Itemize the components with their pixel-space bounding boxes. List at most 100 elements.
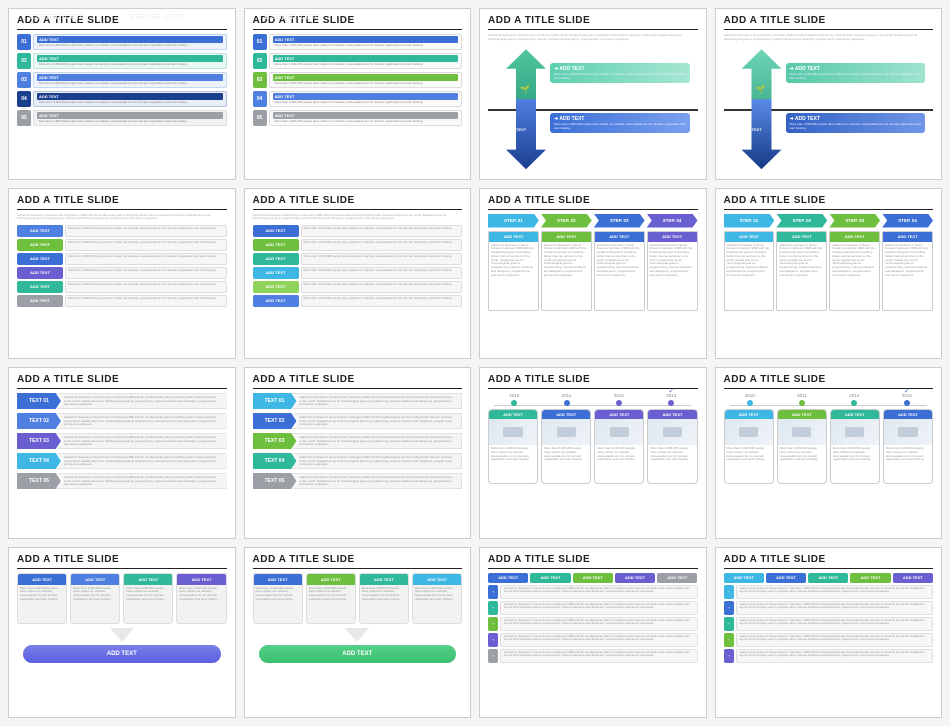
step-chevron: STEP. 04 [882, 214, 933, 228]
step-chevron: STEP. 01 [488, 214, 539, 228]
chevron-tag: TEXT 05 [253, 473, 297, 489]
callout-bottom: ➜ ADD TEXT More than 3,000,000 people ha… [786, 113, 926, 133]
card-body: More than 3,000,000 people have visited … [884, 445, 932, 483]
year-marker: 2010 [745, 393, 755, 406]
side-tab: T [488, 633, 498, 647]
step-chevron: STEP. 01 [724, 214, 775, 228]
top-card: ADD TEXT More than 3,000,000 people have… [70, 573, 120, 624]
row-text: More than 3,000,000 people have visited … [301, 225, 463, 237]
chevron-tag: TEXT 02 [17, 413, 61, 429]
chevron-row: TEXT 04 started its business in Seoul Ko… [17, 453, 227, 469]
table-row: ADD TEXT More than 3,000,000 people have… [253, 239, 463, 251]
card-photo [884, 419, 932, 445]
row-header: ADD TEXT [37, 93, 223, 100]
timeline-cards: ADD TEXT More than 3,000,000 people have… [724, 409, 934, 484]
header-cell: ADD TEXT [573, 573, 613, 583]
row-label: ADD TEXT [253, 225, 299, 237]
chevron-body: started its business in Seoul Korea in F… [57, 393, 227, 409]
chevron-row: TEXT 02 started its business in Seoul Ko… [17, 413, 227, 429]
row-label: ADD TEXT [253, 267, 299, 279]
card-header: ADD TEXT [360, 574, 408, 585]
slide-title: ADD A TITLE SLIDE [488, 15, 698, 30]
slide-title: ADD A TITLE SLIDE [488, 554, 698, 569]
row-bar: ADD TEXT More than 3,000,000 people have… [33, 53, 227, 69]
table-row: ADD TEXT More than 3,000,000 people have… [17, 253, 227, 265]
column-body: started its business in Seoul Korea in F… [777, 242, 826, 310]
row-label: ADD TEXT [253, 253, 299, 265]
chevron-tag: TEXT 03 [253, 433, 297, 449]
side-row: T started its business in Seoul Korea in… [724, 633, 934, 647]
row-text: More than 3,000,000 people have visited … [37, 81, 223, 87]
card-header: ADD TEXT [413, 574, 461, 585]
card-body: More than 3,000,000 people have visited … [648, 445, 696, 483]
result-pill: ADD TEXT [23, 645, 221, 663]
row-number: 02 [17, 53, 31, 69]
subtitle: started its business in Seoul Korea in F… [488, 34, 698, 41]
row-label: ADD TEXT [17, 281, 63, 293]
row-header: ADD TEXT [273, 55, 459, 62]
timeline-card: ADD TEXT More than 3,000,000 people have… [724, 409, 774, 484]
column-body: started its business in Seoul Korea in F… [595, 242, 644, 310]
row-number: 05 [17, 110, 31, 126]
chevron-row: TEXT 05 started its business in Seoul Ko… [253, 473, 463, 489]
year-dot [747, 400, 753, 406]
chevron-row: TEXT 05 started its business in Seoul Ko… [17, 473, 227, 489]
slide-1-3: ADD A TITLE SLIDE started its business i… [479, 8, 707, 180]
table-row: ADD TEXT More than 3,000,000 people have… [17, 225, 227, 237]
table-row: ADD TEXT More than 3,000,000 people have… [17, 267, 227, 279]
row-text: More than 3,000,000 people have visited … [301, 239, 463, 251]
slide-title: ADD A TITLE SLIDE [488, 374, 698, 389]
chevron-tag: TEXT 03 [17, 433, 61, 449]
timeline-card: ADD TEXT More than 3,000,000 people have… [594, 409, 644, 484]
card-header: ADD TEXT [884, 410, 932, 419]
table-row: ADD TEXT More than 3,000,000 people have… [253, 267, 463, 279]
card-header: ADD TEXT [489, 410, 537, 419]
subtitle: started its business in Seoul Korea in F… [724, 34, 934, 41]
side-tab: T [488, 617, 498, 631]
step-chevron: STEP. 04 [647, 214, 698, 228]
row-text: More than 3,000,000 people have visited … [37, 62, 223, 68]
row-text: More than 3,000,000 people have visited … [273, 43, 459, 49]
top-cards: ADD TEXT More than 3,000,000 people have… [253, 573, 463, 624]
row-header: ADD TEXT [37, 74, 223, 81]
chevron-body: started its business in Seoul Korea in F… [293, 393, 463, 409]
header-cell: ADD TEXT [657, 573, 697, 583]
card-header: ADD TEXT [831, 410, 879, 419]
side-tab: T [488, 649, 498, 663]
row-text: More than 3,000,000 people have visited … [273, 81, 459, 87]
side-body: started its business in Seoul Korea in F… [500, 585, 698, 599]
opposing-arrows: TEXT 🌱 ➜ ADD TEXT More than 3,000,000 pe… [488, 49, 698, 169]
column-header: ADD TEXT [725, 232, 774, 242]
row-number: 04 [253, 91, 267, 107]
row-bar: ADD TEXT More than 3,000,000 people have… [269, 72, 463, 88]
card-header: ADD TEXT [595, 410, 643, 419]
timeline-card: ADD TEXT More than 3,000,000 people have… [883, 409, 933, 484]
side-row: T started its business in Seoul Korea in… [724, 585, 934, 599]
chevron-row: TEXT 03 started its business in Seoul Ko… [17, 433, 227, 449]
row-header: ADD TEXT [37, 112, 223, 119]
funnel-arrow-icon [110, 628, 134, 642]
check-icon: ✓ [668, 387, 674, 395]
row-bar: ADD TEXT More than 3,000,000 people have… [33, 72, 227, 88]
row-text: More than 3,000,000 people have visited … [301, 295, 463, 307]
side-row: T started its business in Seoul Korea in… [488, 585, 698, 599]
slide-title: ADD A TITLE SLIDE [253, 554, 463, 569]
slide-grid: asadal.com asadal.com ADD A TITLE SLIDE … [8, 8, 942, 718]
row-number: 01 [253, 34, 267, 50]
year-dot [904, 400, 910, 406]
row-bar: ADD TEXT More than 3,000,000 people have… [269, 34, 463, 50]
step-column: ADD TEXT started its business in Seoul K… [776, 231, 827, 311]
year-marker: 2010 [509, 393, 519, 406]
table-row: ADD TEXT More than 3,000,000 people have… [253, 253, 463, 265]
arrow-text: TEXT [516, 127, 526, 132]
side-body: started its business in Seoul Korea in F… [736, 585, 934, 599]
card-header: ADD TEXT [254, 574, 302, 585]
card-photo [778, 419, 826, 445]
row-text: More than 3,000,000 people have visited … [65, 267, 227, 279]
step-chevron: STEP. 02 [776, 214, 827, 228]
column-header: ADD TEXT [883, 232, 932, 242]
column-body: started its business in Seoul Korea in F… [883, 242, 932, 310]
check-icon: ✓ [904, 387, 910, 395]
side-row: T started its business in Seoul Korea in… [488, 601, 698, 615]
slide-2-3: ADD A TITLE SLIDE STEP. 01STEP. 02STEP. … [479, 188, 707, 360]
